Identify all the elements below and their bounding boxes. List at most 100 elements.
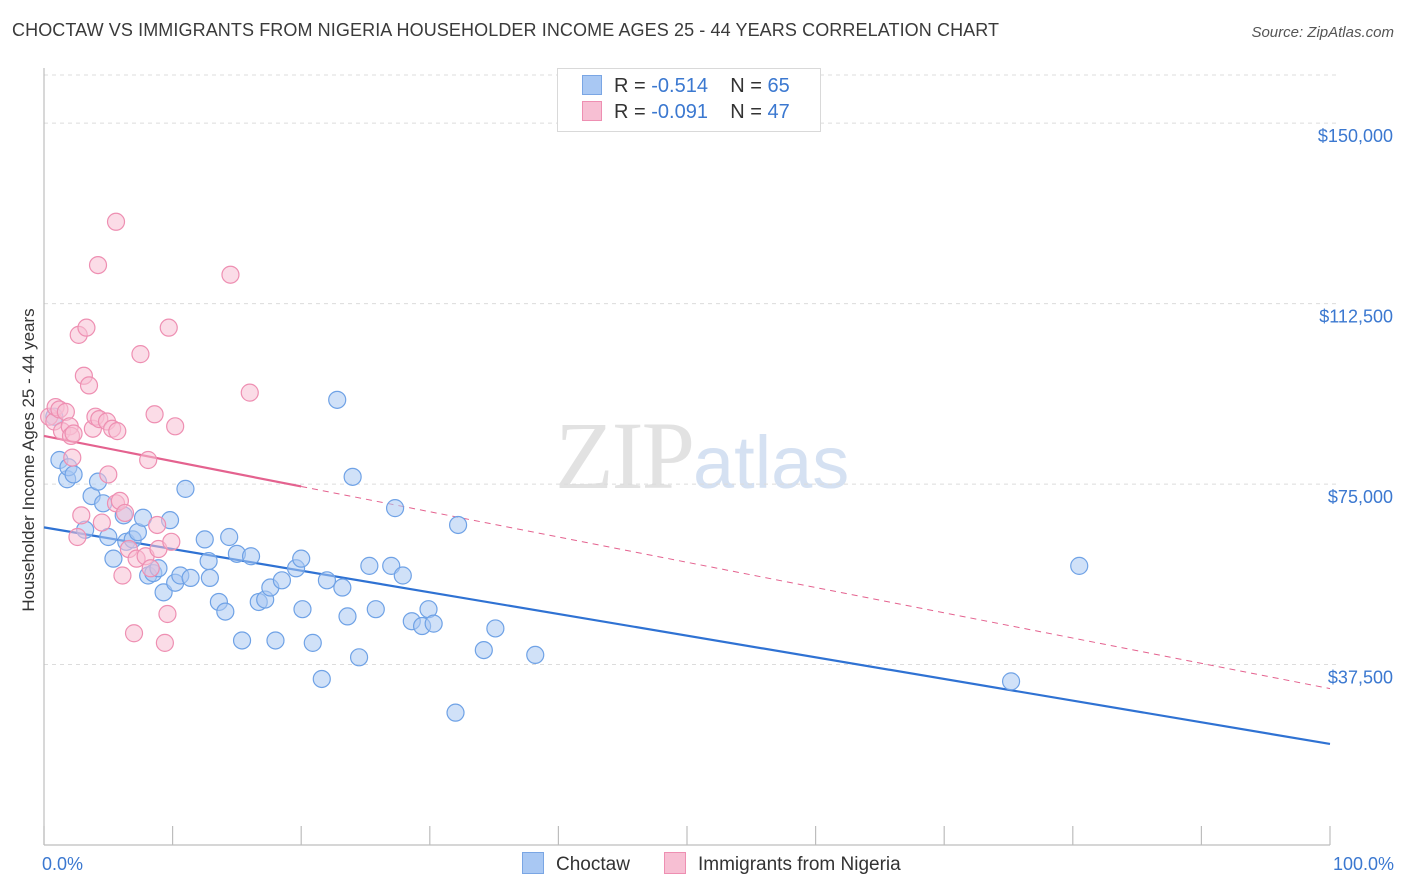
nigeria-point [139, 450, 158, 470]
legend-r-value: -0.514 [651, 75, 708, 97]
y-tick-label: $150,000 [1318, 126, 1393, 146]
legend-n-value: 65 [767, 75, 790, 97]
choctaw-point [526, 645, 545, 665]
nigeria-point [131, 345, 150, 364]
choctaw-point [1070, 556, 1089, 575]
choctaw-trend-line [43, 526, 1331, 746]
legend-swatch-choctaw [582, 75, 602, 95]
nigeria-point [159, 318, 178, 337]
legend-n-label: N = [730, 75, 762, 97]
choctaw-point [360, 556, 379, 575]
nigeria-point [162, 532, 181, 551]
y-tick-label: $112,500 [1319, 307, 1393, 327]
trend-lines [43, 434, 1331, 746]
choctaw-point [1001, 672, 1021, 691]
y-tick-label: $37,500 [1328, 668, 1393, 688]
choctaw-point [220, 527, 239, 547]
nigeria-point [145, 405, 164, 424]
choctaw-point [303, 633, 322, 652]
choctaw-point [366, 600, 385, 619]
legend-row-nigeria: R = -0.091 N = 47 [582, 101, 790, 127]
x-tick-label-end: 100.0% [1333, 854, 1394, 874]
y-axis-title: Householder Income Ages 25 - 44 years [19, 308, 38, 611]
bottom-legend-label-nigeria: Immigrants from Nigeria [698, 854, 901, 875]
choctaw-point [195, 530, 214, 549]
x-tick-label-start: 0.0% [42, 854, 83, 874]
nigeria-point [72, 506, 91, 525]
watermark: ZIPatlas [555, 400, 849, 511]
choctaw-point [200, 568, 219, 588]
nigeria-point [124, 624, 144, 643]
legend-n-value: 47 [767, 101, 790, 123]
choctaw-point [266, 631, 285, 650]
choctaw-point [338, 607, 357, 626]
y-tick-label: $75,000 [1328, 487, 1393, 507]
bottom-legend-label-choctaw: Choctaw [556, 854, 630, 875]
choctaw-point [343, 467, 362, 486]
choctaw-point [385, 499, 405, 518]
nigeria-point [155, 633, 174, 652]
nigeria-point [115, 503, 135, 523]
choctaw-point [424, 614, 443, 633]
legend-swatch-nigeria [582, 101, 602, 121]
choctaw-point [446, 703, 465, 722]
choctaw-point [232, 631, 252, 650]
nigeria-point [221, 265, 240, 284]
axis-labels: $37,500 $75,000 $112,500 $150,000 0.0% 100.0%… [19, 126, 1394, 874]
grid-lines [44, 74, 1338, 666]
choctaw-point [474, 640, 493, 660]
chart-title: CHOCTAW VS IMMIGRANTS FROM NIGERIA HOUSE… [12, 20, 1000, 40]
nigeria-point [77, 318, 96, 337]
choctaw-point [328, 390, 347, 409]
nigeria-point [158, 604, 177, 624]
choctaw-point [393, 566, 412, 585]
choctaw-point [486, 619, 505, 638]
nigeria-point [166, 417, 185, 436]
choctaw-point [349, 648, 369, 667]
watermark-atlas: atlas [693, 421, 850, 504]
nigeria-point [99, 465, 118, 484]
nigeria-point [63, 448, 82, 467]
source-label: Source: ZipAtlas.com [1251, 24, 1394, 41]
choctaw-point [241, 547, 261, 566]
legend-row-choctaw: R = -0.514 N = 65 [582, 75, 790, 101]
watermark-zip: ZIP [555, 402, 695, 509]
correlation-legend: R = -0.514 N = 65 R = -0.091 N = 47 [557, 68, 821, 132]
choctaw-point [292, 549, 311, 568]
choctaw-point [333, 578, 352, 597]
legend-r-label: R = [614, 101, 646, 123]
bottom-legend-nigeria: Immigrants from Nigeria [664, 852, 901, 876]
nigeria-point [108, 422, 127, 441]
choctaw-point [448, 515, 468, 535]
bottom-legend-choctaw: Choctaw [522, 852, 630, 876]
nigeria-point [68, 527, 87, 547]
nigeria-point [240, 383, 259, 402]
choctaw-point [317, 571, 337, 590]
nigeria-point [79, 376, 99, 395]
bottom-legend-swatch-nigeria [664, 852, 686, 874]
nigeria-point [106, 212, 126, 231]
nigeria-point [88, 255, 108, 275]
nigeria-point [113, 566, 132, 585]
choctaw-point [199, 551, 218, 571]
choctaw-point [176, 479, 195, 498]
nigeria-point [92, 513, 111, 532]
legend-r-value: -0.091 [651, 101, 708, 123]
choctaw-point [133, 508, 153, 527]
nigeria-point [64, 424, 83, 443]
nigeria-point [148, 515, 167, 535]
choctaw-point [64, 465, 83, 484]
data-points [40, 212, 1089, 722]
choctaw-point [181, 568, 200, 588]
bottom-legend-swatch-choctaw [522, 852, 544, 874]
nigeria-point [141, 559, 160, 578]
choctaw-point [216, 602, 235, 621]
nigeria-trend-line-solid [43, 434, 302, 488]
legend-n-label: N = [730, 101, 762, 123]
legend-r-label: R = [614, 75, 646, 97]
choctaw-point [272, 571, 292, 590]
choctaw-point [312, 669, 331, 689]
nigeria-trend-line-dashed [301, 485, 1331, 690]
axes [43, 68, 1331, 846]
